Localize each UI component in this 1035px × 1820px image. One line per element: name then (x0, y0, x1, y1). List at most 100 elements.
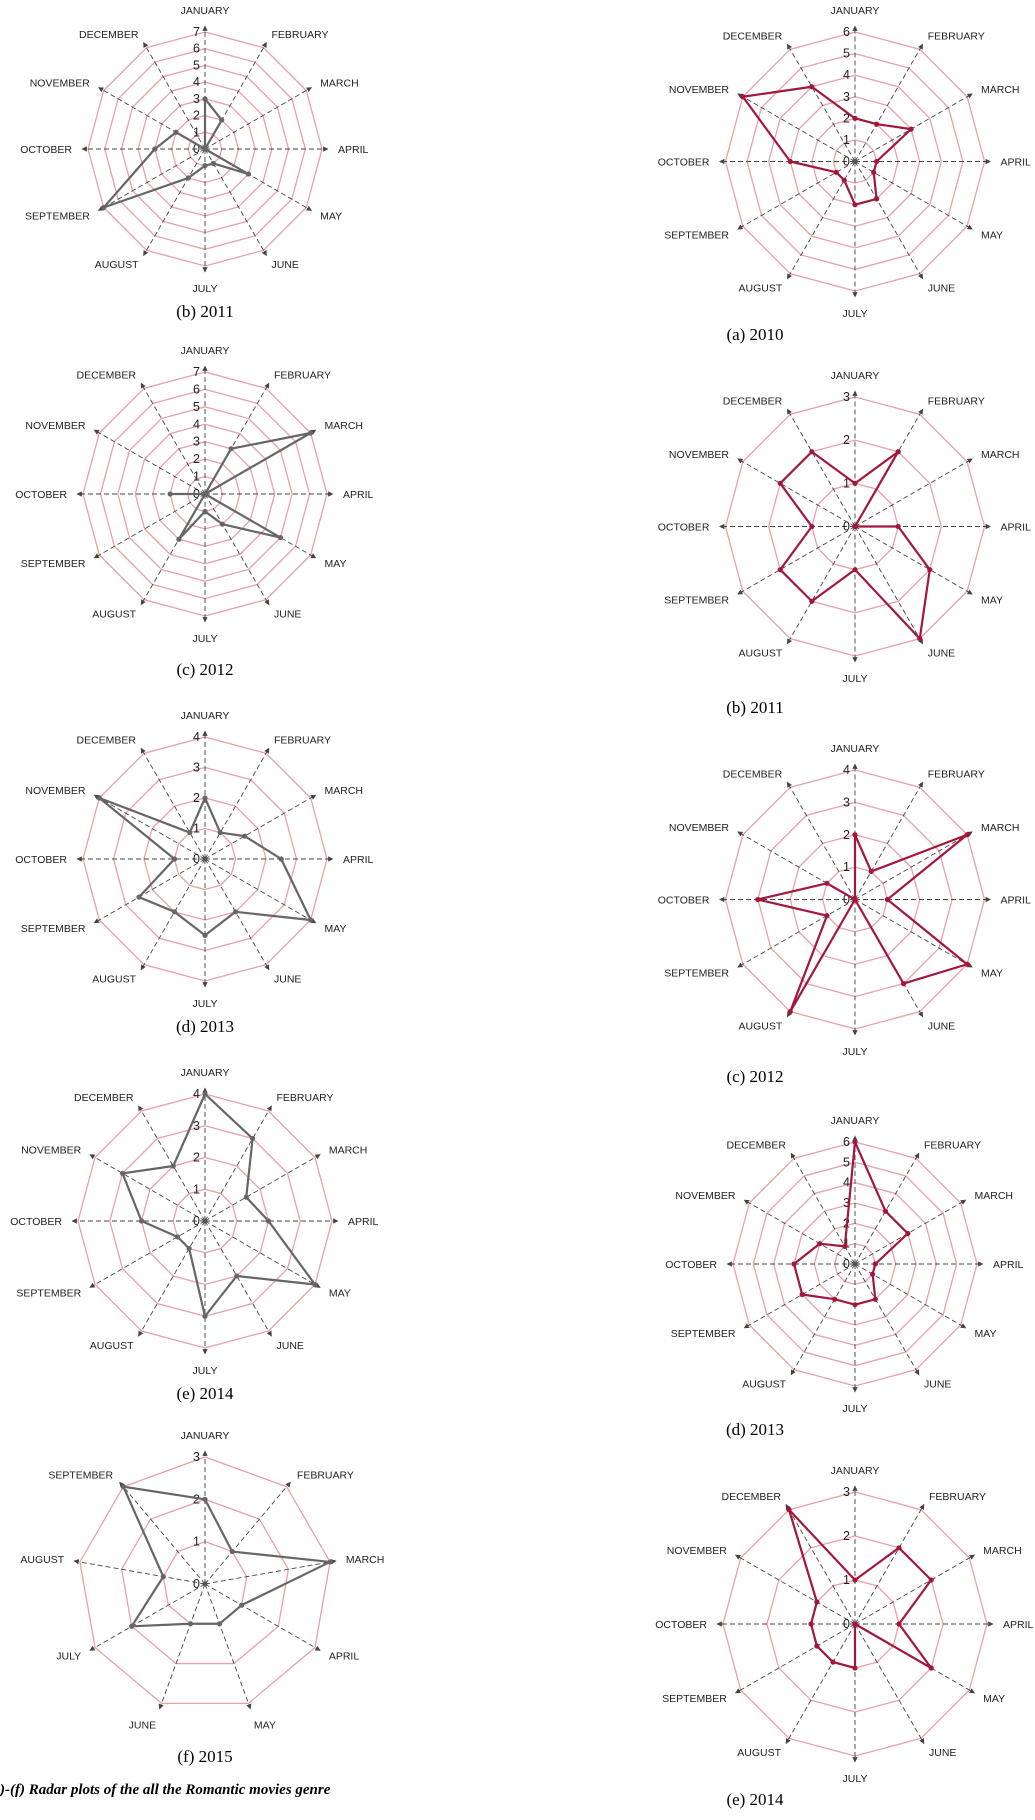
tick-label: 0 (193, 852, 200, 866)
radar-chart: JANUARY FEBRUARY MARCH APRIL MAY JUNE JULY AUGU… (655, 1465, 1033, 1785)
radar-chart: JANUARY FEBRUARY MARCH APRIL MAY JUNE JULY AUGU… (15, 345, 373, 645)
axis-label: APRIL (348, 1216, 379, 1228)
axis-label: NOVEMBER (30, 78, 91, 90)
axis-label: AUGUST (95, 259, 139, 271)
axis-spoke (93, 493, 206, 559)
series-line (122, 1485, 332, 1628)
tick-label: 1 (843, 133, 850, 147)
axis-label: APRIL (993, 1259, 1024, 1271)
axis-label: AUGUST (738, 648, 782, 660)
tick-label: 7 (193, 365, 200, 379)
axis-label: MAY (983, 1693, 1005, 1705)
axis-label: OCTOBER (15, 489, 67, 501)
data-point (852, 567, 858, 573)
axis-label: FEBRUARY (274, 369, 331, 381)
axis-label: FEBRUARY (928, 395, 985, 407)
tick-label: 3 (193, 92, 200, 106)
data-point (243, 1194, 249, 1200)
data-point (882, 1208, 889, 1214)
axis-label: JANUARY (831, 370, 880, 382)
axis-label: DECEMBER (74, 1092, 134, 1104)
axis-spoke (143, 148, 206, 256)
axis-label: MAY (981, 967, 1003, 979)
axis-label: JULY (843, 1773, 868, 1785)
tick-label: 1 (193, 125, 200, 139)
data-point (872, 1261, 878, 1267)
data-point (187, 829, 193, 836)
data-point (755, 896, 761, 903)
axis-label: MAY (325, 923, 347, 935)
data-point (138, 1218, 145, 1224)
data-point (186, 1245, 192, 1252)
data-point (219, 117, 225, 123)
axis-label: JANUARY (831, 1465, 880, 1477)
axis-label: APRIL (329, 1651, 360, 1663)
axis-spoke (204, 87, 312, 150)
chart-caption: (e) 2014 (726, 1790, 784, 1809)
axis-label: JUNE (277, 1340, 304, 1352)
radar-panel-right-2014: JANUARY FEBRUARY MARCH APRIL MAY JUNE JULY AUGU… (655, 1460, 1035, 1820)
chart-caption: (c) 2012 (176, 660, 234, 679)
radar-chart: JANUARY FEBRUARY MARCH APRIL MAY JUNE JULY AUGU… (10, 1067, 379, 1377)
tick-label: 2 (193, 452, 200, 466)
axis-label: JULY (843, 308, 868, 320)
radar-panel-left-2015: JANUARY FEBRUARY MARCH APRIL MAY JUNE JULY AUGU… (5, 1425, 405, 1775)
axis-label: JUNE (929, 1747, 956, 1759)
axis-label: JANUARY (181, 1430, 230, 1442)
data-point (170, 1163, 176, 1169)
data-point (908, 126, 914, 132)
axis-spoke (93, 429, 206, 495)
axis-label: SEPTEMBER (664, 594, 729, 606)
tick-label: 2 (843, 111, 850, 125)
axis-spoke (204, 1105, 272, 1222)
data-point (232, 909, 239, 915)
axis-label: JULY (193, 633, 218, 645)
axis-label: MARCH (346, 1554, 385, 1566)
axis-spoke (204, 1583, 321, 1651)
data-point (239, 1602, 245, 1608)
axis-spoke (735, 1623, 856, 1694)
data-point (832, 1296, 838, 1302)
data-point (814, 1643, 820, 1649)
axis-label: APRIL (343, 854, 374, 866)
data-point (202, 795, 208, 801)
tick-label: 6 (843, 1135, 850, 1149)
data-point (202, 1313, 208, 1319)
axis-spoke (854, 161, 924, 280)
center-point (852, 159, 858, 164)
axis-label: MAY (329, 1288, 351, 1300)
axis-label: JANUARY (831, 743, 880, 755)
axis-spoke (140, 382, 206, 495)
axis-label: APRIL (1001, 157, 1032, 169)
axis-label: JULY (193, 1365, 218, 1377)
radar-chart: JANUARY FEBRUARY MARCH APRIL MAY JUNE JULY AUGU… (20, 5, 368, 295)
data-point (174, 1234, 181, 1240)
data-point (873, 196, 880, 202)
axis-label: JUNE (928, 283, 955, 295)
grid-ring (752, 1161, 958, 1367)
axis-label: AUGUST (90, 1340, 134, 1352)
data-point (895, 523, 901, 530)
data-point (202, 163, 208, 169)
axis-label: JUNE (928, 1021, 955, 1033)
data-point (136, 894, 142, 900)
axis-spoke (854, 526, 924, 645)
tick-label: 6 (193, 382, 200, 396)
tick-label: 0 (193, 1577, 200, 1591)
axis-label: AUGUST (92, 974, 136, 986)
axis-label: JANUARY (181, 1067, 230, 1079)
axis-spoke (785, 1504, 856, 1625)
axis-label: DECEMBER (723, 30, 783, 42)
tick-label: 5 (843, 47, 850, 61)
series-line (787, 1508, 933, 1670)
data-point (171, 856, 178, 862)
tick-label: 6 (843, 25, 850, 39)
data-point (873, 121, 880, 127)
axis-label: JULY (56, 1651, 81, 1663)
data-point (964, 832, 970, 838)
tick-label: 2 (193, 1492, 200, 1506)
axis-label: MAY (320, 211, 342, 223)
grid-ring (140, 1156, 270, 1286)
axis-spoke (854, 1152, 920, 1265)
data-point (119, 1170, 126, 1176)
